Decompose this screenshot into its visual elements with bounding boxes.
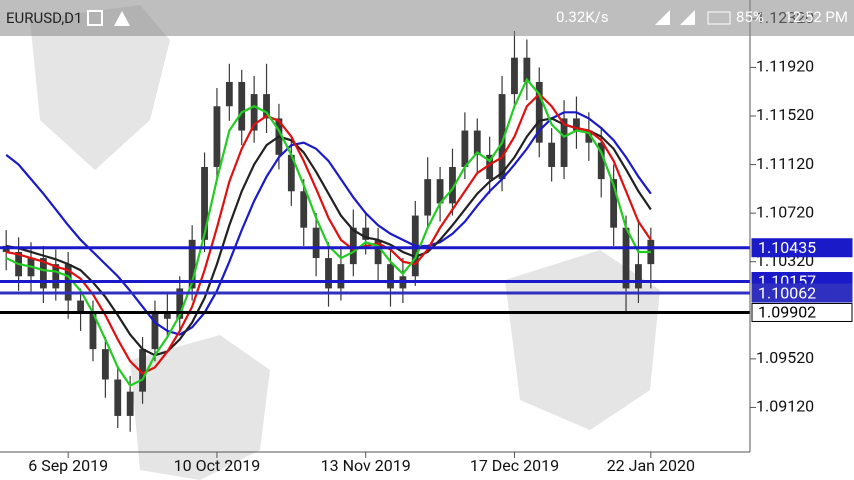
candle-body bbox=[473, 130, 481, 155]
x-tick-label: 6 Sep 2019 bbox=[28, 456, 108, 475]
candle-body bbox=[610, 179, 618, 228]
candle-body bbox=[139, 349, 146, 392]
candle-body bbox=[585, 130, 593, 143]
candle-body bbox=[225, 81, 233, 107]
symbol: EURUSD,D1 bbox=[6, 9, 82, 27]
y-tick-label: 1.11920 bbox=[756, 57, 814, 76]
candle-body bbox=[597, 142, 605, 180]
candle-body bbox=[535, 81, 543, 143]
level-label: 1.09902 bbox=[758, 303, 816, 322]
moving-average bbox=[5, 111, 652, 336]
candle-body bbox=[325, 258, 332, 289]
candle-body bbox=[374, 239, 382, 265]
candle-body bbox=[349, 227, 357, 265]
y-tick-label: 1.10720 bbox=[756, 202, 814, 221]
icon bbox=[87, 10, 103, 26]
level-label-box bbox=[751, 238, 853, 258]
battery-icon bbox=[707, 11, 731, 25]
signal-icon bbox=[680, 10, 695, 25]
candle-body bbox=[449, 166, 456, 204]
candle-body bbox=[498, 94, 506, 180]
x-tick-label: 13 Nov 2019 bbox=[321, 456, 411, 475]
level-label-box bbox=[751, 283, 853, 303]
icon bbox=[114, 11, 130, 26]
candle-body bbox=[511, 57, 518, 95]
candle-body bbox=[312, 227, 320, 259]
level-label: 1.10062 bbox=[758, 283, 816, 302]
candle-body bbox=[287, 154, 295, 192]
battery: 85% bbox=[736, 8, 764, 26]
x-tick-label: 22 Jan 2020 bbox=[607, 456, 695, 475]
status-bar bbox=[0, 0, 854, 36]
candle-body bbox=[201, 166, 208, 240]
candle-body bbox=[573, 118, 580, 131]
candle-body bbox=[263, 94, 270, 119]
candle-body bbox=[387, 264, 394, 289]
net-speed: 0.32K/s bbox=[556, 8, 609, 26]
candle-body bbox=[39, 258, 47, 289]
y-tick-label: 1.11120 bbox=[756, 154, 814, 173]
clock: 12:52 PM bbox=[784, 8, 848, 26]
candle-body bbox=[89, 312, 97, 350]
candle-body bbox=[486, 154, 494, 180]
candle-body bbox=[560, 118, 568, 167]
candle-body bbox=[622, 227, 630, 289]
candle-body bbox=[424, 179, 432, 216]
moving-average bbox=[5, 117, 652, 357]
candle-body bbox=[250, 94, 258, 131]
candle-body bbox=[163, 312, 171, 319]
candle-body bbox=[52, 264, 60, 289]
level-label: 1.10435 bbox=[758, 238, 816, 257]
candle-body bbox=[151, 312, 159, 350]
candle-body bbox=[238, 81, 246, 131]
candle-body bbox=[523, 57, 531, 82]
level-label-box bbox=[751, 302, 853, 322]
signal-icon bbox=[655, 10, 670, 25]
candle-body bbox=[300, 191, 308, 228]
x-tick-label: 17 Dec 2019 bbox=[470, 456, 559, 475]
candle-body bbox=[548, 142, 556, 167]
candle-body bbox=[77, 300, 84, 313]
candle-body bbox=[337, 264, 345, 289]
moving-average bbox=[5, 92, 652, 375]
candle-body bbox=[126, 391, 134, 416]
y-tick-label: 1.09520 bbox=[756, 348, 814, 367]
candle-body bbox=[461, 130, 469, 167]
moving-average bbox=[5, 77, 651, 387]
candle-body bbox=[362, 227, 370, 240]
candle-body bbox=[635, 264, 642, 289]
candle-body bbox=[101, 349, 109, 380]
y-tick-label: 1.09120 bbox=[756, 397, 814, 416]
watermark bbox=[30, 5, 660, 480]
candle-body bbox=[114, 379, 122, 416]
candle-body bbox=[213, 106, 221, 167]
x-tick-label: 10 Oct 2019 bbox=[174, 456, 261, 475]
y-tick-label: 1.11520 bbox=[756, 105, 814, 124]
candle-body bbox=[176, 288, 184, 319]
candle-body bbox=[188, 239, 196, 289]
candle-body bbox=[436, 179, 444, 204]
